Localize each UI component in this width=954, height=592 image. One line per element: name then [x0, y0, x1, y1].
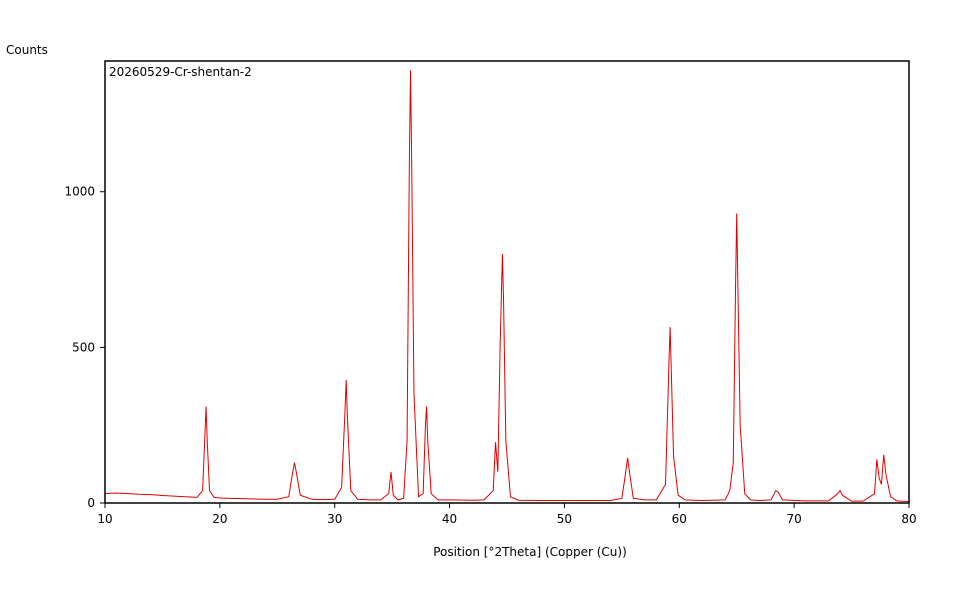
- series-label: 20260529-Cr-shentan-2: [109, 65, 252, 79]
- plot-frame: [104, 60, 910, 504]
- data-line: [104, 70, 910, 502]
- x-tick-label: 10: [97, 512, 112, 526]
- x-tick-label: 40: [442, 512, 457, 526]
- x-tick-label: 70: [787, 512, 802, 526]
- y-tick-label: 1000: [64, 185, 95, 199]
- x-axis-label: Position [°2Theta] (Copper (Cu)): [433, 545, 627, 559]
- y-tick-label: 500: [72, 340, 95, 354]
- x-tick-label: 50: [557, 512, 572, 526]
- x-tick-label: 30: [327, 512, 342, 526]
- y-axis-label: Counts: [6, 43, 48, 57]
- y-tick-label: 0: [87, 496, 95, 510]
- x-tick-label: 20: [212, 512, 227, 526]
- x-tick-label: 80: [901, 512, 916, 526]
- x-tick-label: 60: [672, 512, 687, 526]
